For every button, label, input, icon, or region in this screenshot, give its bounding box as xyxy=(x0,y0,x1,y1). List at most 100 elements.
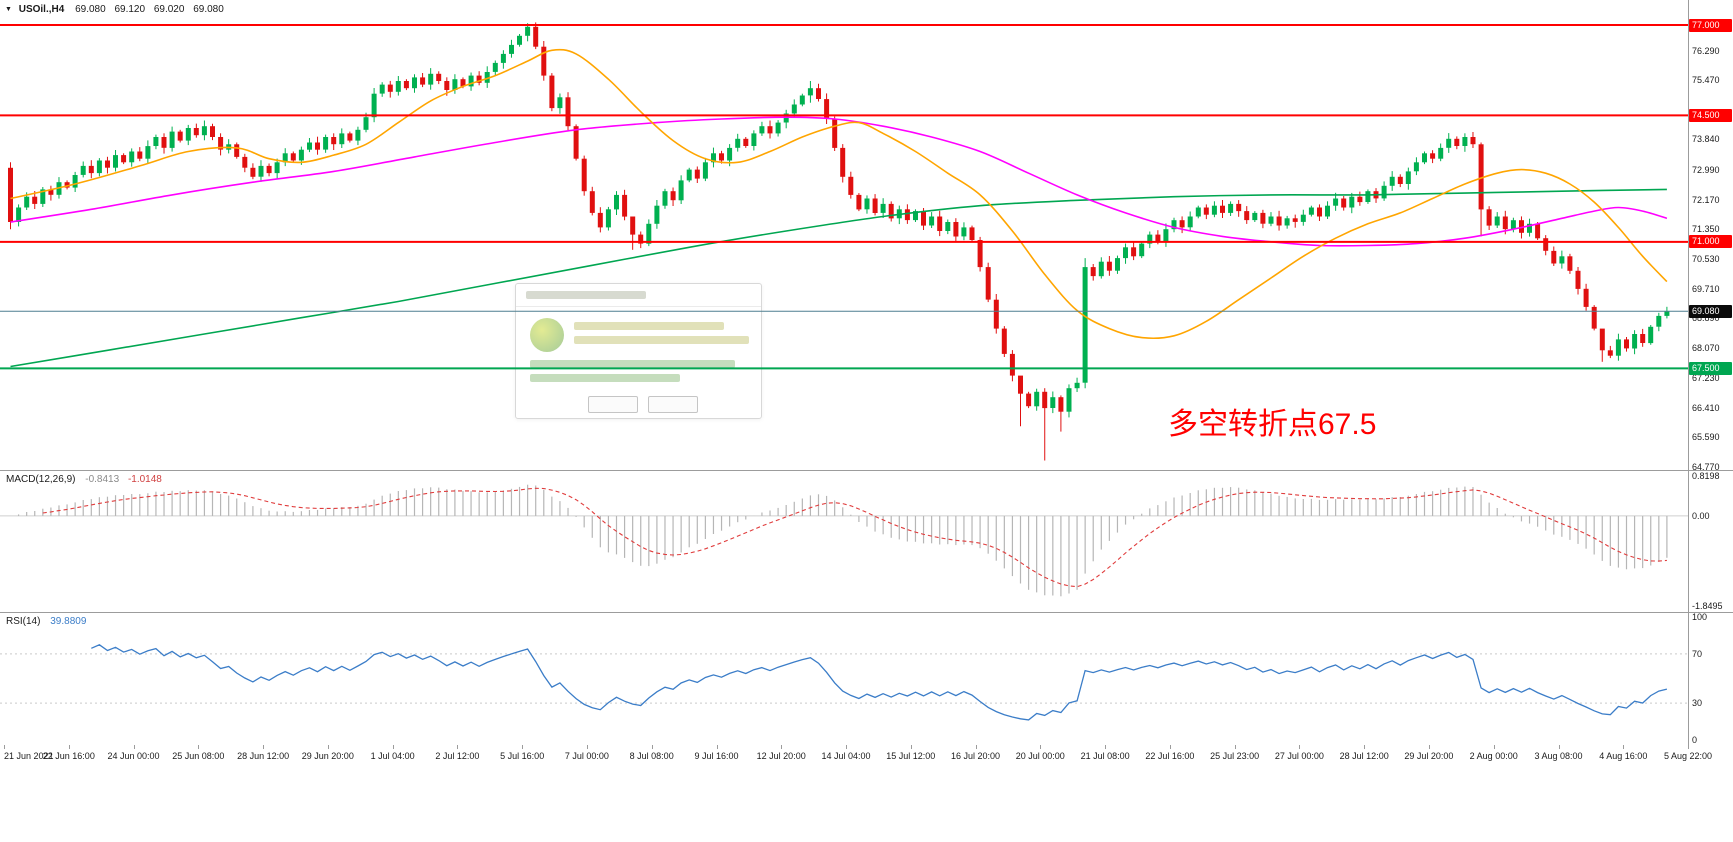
time-axis-label: 5 Aug 22:00 xyxy=(1663,751,1713,761)
time-axis-label: 27 Jul 00:00 xyxy=(1274,751,1324,761)
macd-indicator-line: MACD(12,26,9) -0.8413 -1.0148 xyxy=(6,474,162,485)
symbol-title-line: ▼ USOil.,H4 69.080 69.120 69.020 69.080 xyxy=(5,4,230,15)
time-axis-tick xyxy=(781,745,783,749)
time-axis-tick xyxy=(1105,745,1107,749)
macd-signal-value: -1.0148 xyxy=(127,474,162,485)
price-tick-label: 73.840 xyxy=(1692,134,1720,145)
rsi-value: 39.8809 xyxy=(50,616,87,627)
rsi-pane[interactable] xyxy=(0,612,1688,745)
watermark-dialog-button-2[interactable] xyxy=(648,396,698,413)
time-axis-label: 16 Jul 20:00 xyxy=(950,751,1001,761)
time-axis-tick xyxy=(1493,745,1495,749)
price-tick-label: 75.470 xyxy=(1692,75,1720,86)
time-axis-tick xyxy=(975,745,977,749)
price-line-label: 67.500 xyxy=(1689,361,1732,375)
rsi-scale-label: 0 xyxy=(1692,735,1698,745)
main-price-pane[interactable] xyxy=(0,0,1688,470)
time-axis-label: 1 Jul 04:00 xyxy=(370,751,415,761)
time-axis-tick xyxy=(1040,745,1042,749)
time-axis-tick xyxy=(1688,745,1689,749)
macd-pane[interactable] xyxy=(0,470,1688,612)
time-scale[interactable]: 21 Jun 2021 22 Jun 16:00 24 Jun 00:00 25 Ju… xyxy=(0,745,1733,772)
ohlc-open: 69.080 xyxy=(75,4,106,15)
price-scale[interactable]: 76.290 75.470 73.840 72.990 72.170 71.350 70.5… xyxy=(1688,0,1733,772)
watermark-text-line xyxy=(530,360,735,368)
time-axis-tick xyxy=(716,745,718,749)
time-axis-label: 12 Jul 20:00 xyxy=(756,751,806,761)
time-axis-tick xyxy=(68,745,70,749)
time-axis-tick xyxy=(198,745,200,749)
macd-indicator-label: MACD(12,26,9) xyxy=(6,474,76,485)
ohlc-high: 69.120 xyxy=(114,4,146,15)
watermark-text-line xyxy=(530,374,680,382)
time-axis-tick xyxy=(133,745,135,749)
price-tick-label: 64.770 xyxy=(1692,462,1720,472)
time-axis-label: 3 Aug 08:00 xyxy=(1534,751,1583,761)
chevron-down-icon[interactable]: ▼ xyxy=(5,6,12,13)
rsi-scale-label: 100 xyxy=(1692,612,1708,622)
time-axis-label: 22 Jun 16:00 xyxy=(42,751,95,761)
price-axis-border xyxy=(1688,0,1689,745)
price-line-label: 77.000 xyxy=(1689,18,1732,32)
time-axis-label: 8 Jul 08:00 xyxy=(629,751,674,761)
rsi-scale-label: 30 xyxy=(1692,698,1703,709)
pane-separator xyxy=(0,612,1733,613)
price-tick-label: 66.410 xyxy=(1692,402,1720,413)
time-axis-label: 20 Jul 00:00 xyxy=(1015,751,1065,761)
time-axis-tick xyxy=(522,745,524,749)
time-axis-label: 28 Jul 12:00 xyxy=(1339,751,1389,761)
time-axis-label: 29 Jun 20:00 xyxy=(301,751,354,761)
rsi-indicator-line: RSI(14) 39.8809 xyxy=(6,616,86,627)
time-axis-tick xyxy=(910,745,912,749)
macd-scale-label: 0.00 xyxy=(1692,510,1710,521)
time-axis-tick xyxy=(1428,745,1430,749)
price-tick-label: 70.530 xyxy=(1692,253,1720,264)
price-line-label: 74.500 xyxy=(1689,108,1732,122)
time-axis-label: 7 Jul 00:00 xyxy=(564,751,609,761)
time-axis-tick xyxy=(4,745,5,749)
ohlc-close: 69.080 xyxy=(193,4,224,15)
price-tick-label: 68.070 xyxy=(1692,342,1720,353)
time-axis-label: 5 Jul 16:00 xyxy=(500,751,545,761)
time-axis-tick xyxy=(457,745,459,749)
time-axis-tick xyxy=(392,745,394,749)
time-axis-tick xyxy=(846,745,847,749)
time-axis-tick xyxy=(1299,745,1301,749)
watermark-dialog-button-1[interactable] xyxy=(588,396,638,413)
time-axis-label: 25 Jun 08:00 xyxy=(172,751,225,761)
time-axis-tick xyxy=(1623,745,1625,749)
macd-main-value: -0.8413 xyxy=(85,474,120,485)
macd-scale-label: -1.8495 xyxy=(1692,601,1723,611)
time-axis-label: 29 Jul 20:00 xyxy=(1404,751,1454,761)
macd-scale-label: 0.8198 xyxy=(1692,471,1720,481)
time-axis-tick xyxy=(651,745,653,749)
watermark-title-bar xyxy=(526,291,646,299)
ma-medium-line xyxy=(10,116,1668,247)
price-tick-label: 67.230 xyxy=(1692,373,1720,384)
ma-slow-line xyxy=(10,188,1667,368)
time-axis-label: 9 Jul 16:00 xyxy=(694,751,739,761)
price-line-label: 71.000 xyxy=(1689,235,1732,249)
rsi-scale-label: 70 xyxy=(1692,648,1703,659)
price-tick-label: 72.170 xyxy=(1692,194,1720,205)
rsi-indicator-label: RSI(14) xyxy=(6,616,41,627)
annotation-text: 多空转折点67.5 xyxy=(1168,408,1377,441)
time-axis-label: 2 Jul 12:00 xyxy=(435,751,480,761)
time-axis-label: 25 Jul 23:00 xyxy=(1210,751,1260,761)
watermark-dialog xyxy=(515,283,762,419)
price-tick-label: 65.590 xyxy=(1692,432,1720,443)
symbol-period-label: USOil.,H4 xyxy=(18,4,65,15)
time-axis-tick xyxy=(327,745,329,749)
time-axis-tick xyxy=(1364,745,1366,749)
time-axis-label: 14 Jul 04:00 xyxy=(821,751,871,761)
pane-separator xyxy=(0,470,1733,471)
watermark-divider xyxy=(516,306,761,307)
time-axis-label: 15 Jul 12:00 xyxy=(886,751,936,761)
time-axis-label: 22 Jul 16:00 xyxy=(1145,751,1195,761)
ohlc-low: 69.020 xyxy=(153,4,185,15)
price-tick-label: 76.290 xyxy=(1692,45,1720,56)
price-tick-label: 68.890 xyxy=(1692,313,1720,324)
time-axis-tick xyxy=(263,745,265,749)
time-axis-label: 24 Jun 00:00 xyxy=(107,751,160,761)
